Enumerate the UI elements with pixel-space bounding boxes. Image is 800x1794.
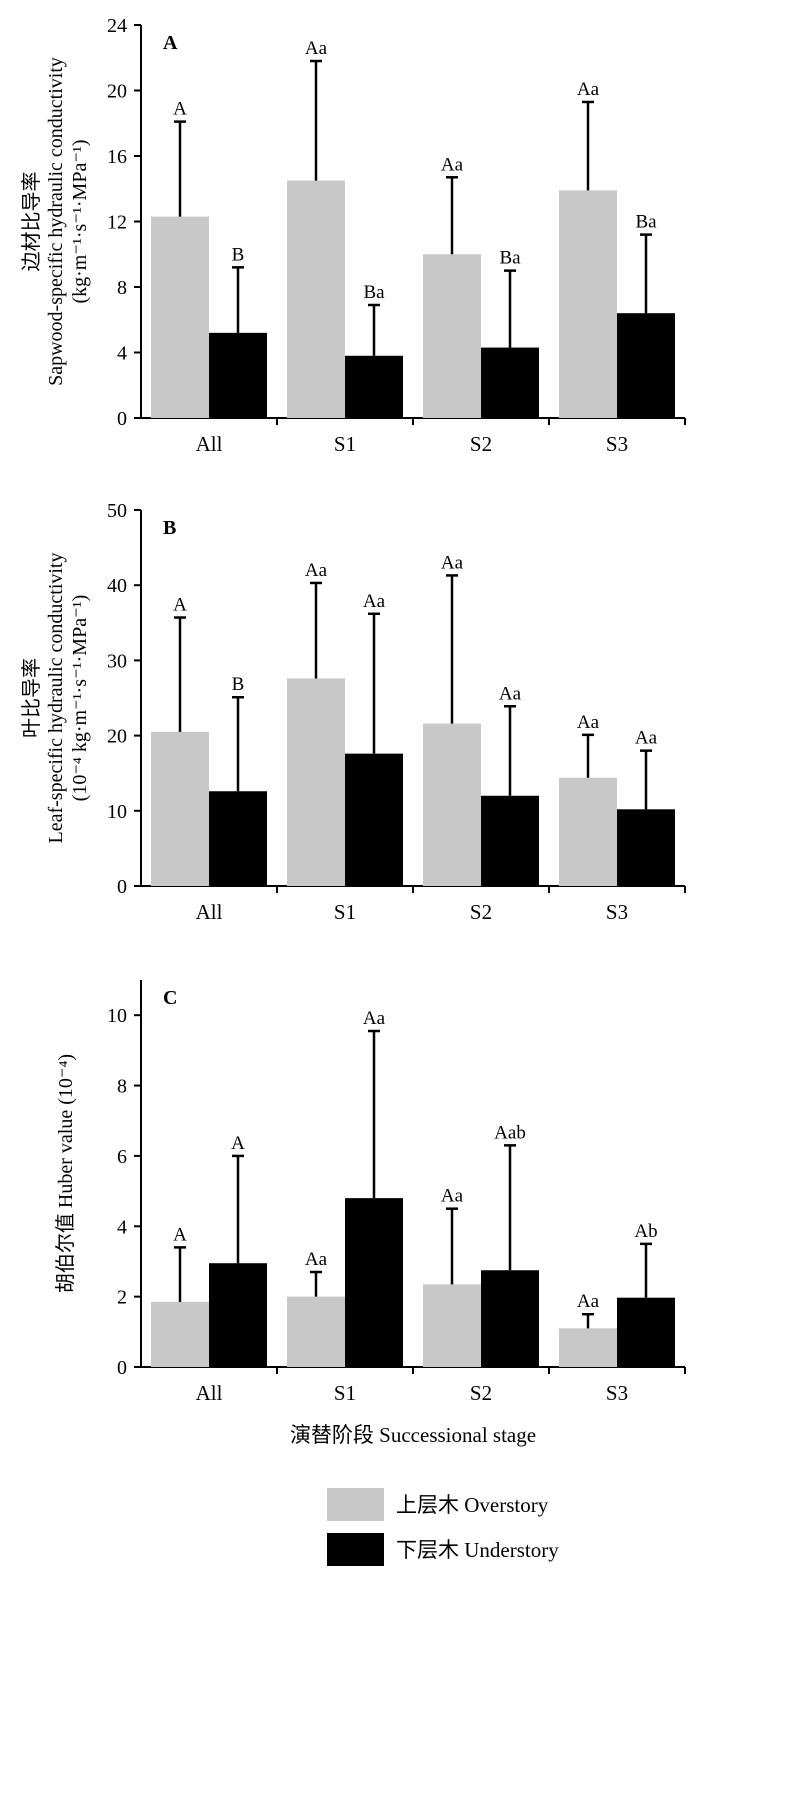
x-tick-label: S1 bbox=[334, 900, 356, 924]
significance-letter: Aa bbox=[305, 560, 328, 581]
bar-understory bbox=[209, 1263, 267, 1367]
legend: 上层木 Overstory 下层木 Understory bbox=[327, 1488, 559, 1566]
bar-overstory bbox=[151, 216, 209, 418]
bar-understory bbox=[209, 791, 267, 886]
x-axis-title: 演替阶段 Successional stage bbox=[290, 1423, 536, 1447]
bar-overstory bbox=[423, 254, 481, 418]
x-tick-label: S3 bbox=[606, 1381, 628, 1405]
bar-understory bbox=[617, 809, 675, 886]
significance-letter: Aa bbox=[577, 712, 600, 733]
bar-understory bbox=[617, 313, 675, 418]
x-tick-label: S2 bbox=[470, 900, 492, 924]
significance-letter: B bbox=[232, 674, 245, 695]
significance-letter: Aa bbox=[577, 1291, 600, 1312]
chart-panel-b: 0 10 20 30 40 50 All S1 S2 S3 B A Aa Aa Aa B Aa Aa Aa 叶比导率 L… bbox=[20, 500, 686, 924]
significance-letter: Aa bbox=[305, 38, 328, 59]
x-tick-label: S1 bbox=[334, 432, 356, 456]
y-axis-title-cn: 叶比导率 bbox=[20, 658, 43, 738]
y-tick-label: 50 bbox=[107, 500, 127, 522]
bar-overstory bbox=[287, 1296, 345, 1367]
y-tick-label: 20 bbox=[107, 81, 127, 103]
y-tick-label: 4 bbox=[117, 1216, 127, 1238]
bar-overstory bbox=[423, 1284, 481, 1367]
y-axis-title: 胡伯尔值 Huber value (10⁻⁴) bbox=[54, 1054, 77, 1293]
significance-letter: Aa bbox=[305, 1249, 328, 1270]
significance-letter: Aab bbox=[494, 1122, 526, 1143]
significance-letter: Aa bbox=[577, 79, 600, 100]
bar-overstory bbox=[559, 1328, 617, 1367]
panel-label: B bbox=[163, 517, 176, 539]
bar-overstory bbox=[559, 777, 617, 886]
significance-letter: Ba bbox=[363, 282, 385, 303]
x-tick-label: All bbox=[196, 1381, 223, 1405]
significance-letter: A bbox=[231, 1133, 245, 1154]
panel-label: A bbox=[163, 32, 178, 54]
significance-letter: Aa bbox=[635, 728, 658, 749]
y-axis-title-unit: (10⁻⁴ kg·m⁻¹·s⁻¹·MPa⁻¹) bbox=[69, 595, 91, 802]
significance-letter: Aa bbox=[363, 1008, 386, 1029]
y-axis-title-unit: (kg·m⁻¹·s⁻¹·MPa⁻¹) bbox=[69, 139, 91, 303]
significance-letter: Aa bbox=[363, 591, 386, 612]
bar-understory bbox=[345, 1198, 403, 1367]
x-tick-label: All bbox=[196, 432, 223, 456]
bar-overstory bbox=[151, 731, 209, 886]
legend-label: 上层木 Overstory bbox=[396, 1493, 549, 1517]
y-tick-label: 4 bbox=[117, 343, 127, 365]
y-tick-label: 20 bbox=[107, 726, 127, 748]
bar-understory bbox=[481, 795, 539, 886]
bar-understory bbox=[345, 753, 403, 886]
y-tick-label: 8 bbox=[117, 277, 127, 299]
significance-letter: Aa bbox=[441, 154, 464, 175]
y-tick-label: 40 bbox=[107, 575, 127, 597]
significance-letter: Aa bbox=[441, 1186, 464, 1207]
y-tick-label: 30 bbox=[107, 650, 127, 672]
y-tick-label: 6 bbox=[117, 1146, 127, 1168]
significance-letter: Ba bbox=[635, 212, 657, 233]
y-axis-title-en: Leaf-specific hydraulic conductivity bbox=[45, 553, 67, 844]
bar-understory bbox=[209, 332, 267, 418]
x-tick-label: S2 bbox=[470, 1381, 492, 1405]
bar-understory bbox=[617, 1297, 675, 1367]
x-tick-label: S2 bbox=[470, 432, 492, 456]
bar-understory bbox=[481, 347, 539, 418]
y-axis-title-cn: 边材比导率 bbox=[20, 172, 43, 272]
legend-swatch bbox=[327, 1488, 384, 1521]
significance-letter: A bbox=[173, 1224, 187, 1245]
x-tick-label: S3 bbox=[606, 432, 628, 456]
y-tick-label: 10 bbox=[107, 1005, 127, 1027]
chart-panel-c: 0 2 4 6 8 10 All S1 S2 S3 C A Aa Aa Aa A Aa Aab Ab 胡伯尔值 Hub… bbox=[54, 980, 686, 1405]
y-axis-title-en: Sapwood-specific hydraulic conductivity bbox=[45, 57, 67, 386]
y-tick-label: 24 bbox=[107, 15, 127, 37]
bar-overstory bbox=[287, 180, 345, 418]
chart-panel-a: 0 4 8 12 16 20 24 All S1 S2 S3 A A Aa Aa Aa B Ba Ba Ba 边材比导率… bbox=[20, 15, 686, 456]
y-tick-label: 12 bbox=[107, 212, 127, 234]
y-tick-label: 16 bbox=[107, 146, 127, 168]
significance-letter: Aa bbox=[499, 683, 522, 704]
y-tick-label: 0 bbox=[117, 1357, 127, 1379]
bar-overstory bbox=[423, 723, 481, 886]
significance-letter: B bbox=[232, 244, 245, 265]
x-tick-label: S3 bbox=[606, 900, 628, 924]
bar-overstory bbox=[287, 678, 345, 886]
y-tick-label: 10 bbox=[107, 801, 127, 823]
y-tick-label: 2 bbox=[117, 1287, 127, 1309]
legend-swatch bbox=[327, 1533, 384, 1566]
bar-understory bbox=[345, 355, 403, 418]
x-tick-label: All bbox=[196, 900, 223, 924]
significance-letter: Ab bbox=[634, 1221, 657, 1242]
significance-letter: Ba bbox=[499, 248, 521, 269]
panel-label: C bbox=[163, 987, 177, 1009]
significance-letter: Aa bbox=[441, 552, 464, 573]
bar-overstory bbox=[559, 190, 617, 418]
x-tick-label: S1 bbox=[334, 1381, 356, 1405]
y-tick-label: 0 bbox=[117, 408, 127, 430]
bar-overstory bbox=[151, 1301, 209, 1367]
y-tick-label: 0 bbox=[117, 876, 127, 898]
significance-letter: A bbox=[173, 99, 187, 120]
significance-letter: A bbox=[173, 595, 187, 616]
bar-understory bbox=[481, 1270, 539, 1367]
legend-label: 下层木 Understory bbox=[396, 1538, 559, 1562]
y-tick-label: 8 bbox=[117, 1076, 127, 1098]
